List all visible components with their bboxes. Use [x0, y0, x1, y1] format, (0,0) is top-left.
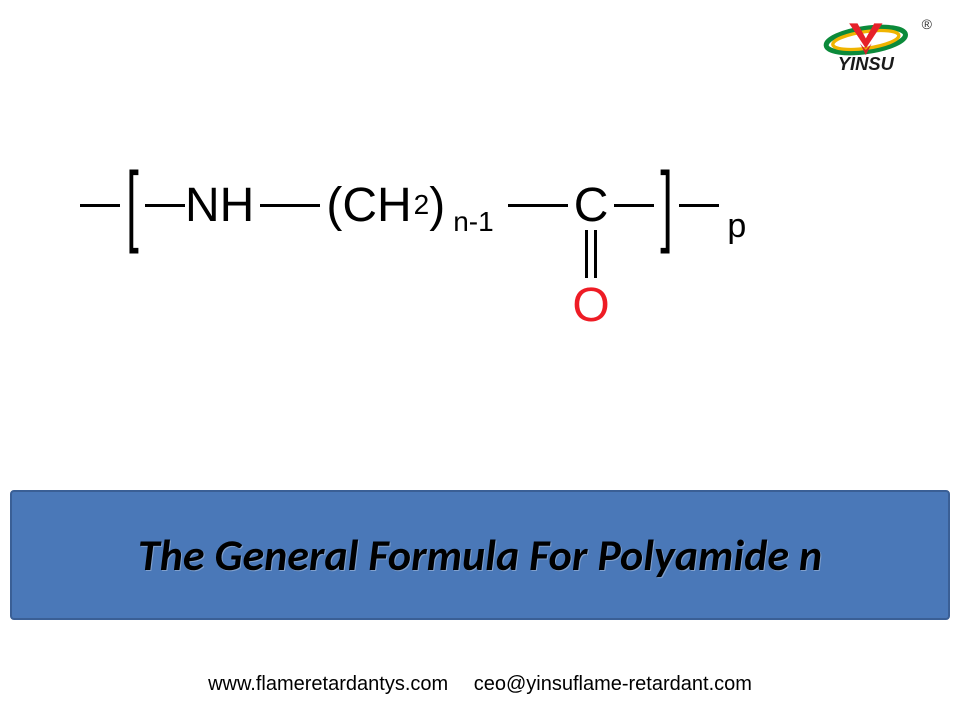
bond-ch2-c [508, 204, 568, 207]
subscript-p: p [727, 207, 746, 246]
svg-text:YINSU: YINSU [838, 53, 895, 74]
carbonyl-group: C O [574, 178, 609, 233]
chemical-formula: [ NH (CH2) n-1 C O ] p [80, 160, 880, 360]
bond-left-outer [80, 204, 120, 207]
ch2-open: (CH [326, 178, 411, 233]
title-bar: The General Formula For Polyamide n [10, 490, 950, 620]
bond-right-outer [679, 204, 719, 207]
bond-after-lbracket [145, 204, 185, 207]
bond-nh-ch2 [260, 204, 320, 207]
carbon-atom: C [574, 179, 609, 232]
brand-logo: YINSU ® [820, 20, 920, 90]
footer: www.flameretardantys.com ceo@yinsuflame-… [0, 673, 960, 696]
oxygen-atom: O [572, 278, 609, 333]
bond-before-rbracket [614, 204, 654, 207]
footer-website: www.flameretardantys.com [208, 673, 448, 695]
formula-row: [ NH (CH2) n-1 C O ] p [80, 160, 880, 250]
left-bracket: [ [126, 160, 139, 250]
ch2-subscript: 2 [414, 189, 430, 221]
subscript-n-minus-1: n-1 [453, 206, 493, 238]
title-text: The General Formula For Polyamide n [138, 528, 822, 582]
registered-icon: ® [922, 16, 932, 32]
logo-svg: YINSU [820, 20, 920, 90]
ch2-close: ) [429, 178, 445, 233]
double-bond [585, 230, 597, 278]
nh-group: NH [185, 178, 254, 233]
right-bracket: ] [661, 160, 674, 250]
footer-email: ceo@yinsuflame-retardant.com [474, 673, 752, 695]
